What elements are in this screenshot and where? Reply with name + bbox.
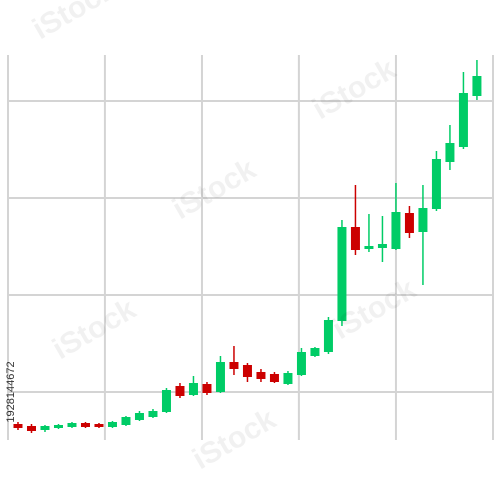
candle-body bbox=[40, 426, 50, 430]
candle-body bbox=[134, 413, 144, 420]
candle-body bbox=[350, 227, 360, 250]
watermark: iStock bbox=[47, 292, 142, 366]
candle-body bbox=[202, 384, 212, 393]
candle-body bbox=[323, 320, 333, 352]
candle-body bbox=[161, 390, 171, 412]
image-id: 1928144672 bbox=[5, 361, 17, 422]
candle-body bbox=[269, 374, 279, 382]
candle-body bbox=[175, 386, 185, 396]
candle-body bbox=[283, 373, 293, 384]
candle-body bbox=[364, 246, 374, 249]
candle-body bbox=[148, 411, 158, 417]
candle-body bbox=[256, 372, 266, 379]
grid bbox=[7, 55, 494, 440]
candle-body bbox=[26, 426, 36, 431]
candle-body bbox=[472, 76, 482, 96]
candle-body bbox=[377, 244, 387, 248]
candles bbox=[13, 60, 482, 433]
candle-body bbox=[94, 424, 104, 427]
candle-body bbox=[229, 362, 239, 369]
candle-body bbox=[80, 423, 90, 427]
candle-body bbox=[67, 423, 77, 427]
candle-body bbox=[107, 422, 117, 427]
candle-body bbox=[310, 348, 320, 356]
candle-body bbox=[431, 159, 441, 209]
candle-body bbox=[445, 143, 455, 162]
candle-body bbox=[296, 352, 306, 375]
candle-body bbox=[242, 365, 252, 377]
candle-body bbox=[188, 383, 198, 395]
candle-body bbox=[13, 424, 23, 428]
candle-body bbox=[121, 417, 131, 425]
watermark: iStock bbox=[167, 152, 262, 226]
candle-body bbox=[458, 93, 468, 147]
candle-body bbox=[418, 208, 428, 232]
candle-body bbox=[215, 362, 225, 392]
candle-body bbox=[337, 227, 347, 321]
watermark: iStock bbox=[307, 52, 402, 126]
watermark: iStock bbox=[27, 0, 122, 46]
candle-body bbox=[404, 213, 414, 233]
candle-body bbox=[391, 212, 401, 249]
candle-body bbox=[53, 425, 63, 428]
